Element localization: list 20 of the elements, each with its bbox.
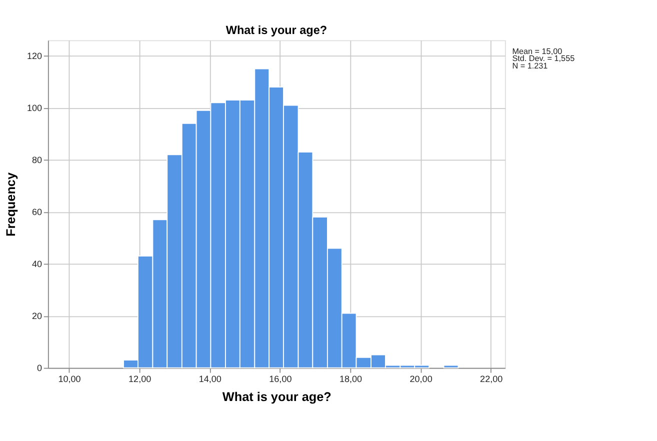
y-tick-label: 60 — [32, 207, 42, 218]
y-tick-label: 0 — [37, 363, 42, 374]
y-tick-label: 20 — [32, 311, 42, 322]
y-axis-title: Frequency — [4, 172, 18, 237]
x-axis-title: What is your age? — [222, 390, 332, 404]
x-tick-label: 16,00 — [269, 374, 292, 384]
x-tick-label: 14,00 — [198, 374, 222, 384]
x-tick-label: 10,00 — [58, 374, 81, 384]
text: Std. Dev. = 1,555 — [512, 54, 576, 64]
x-tick-label: 12,00 — [128, 374, 152, 384]
x-tick-label: 18,00 — [339, 374, 362, 384]
y-tick-label: 100 — [27, 103, 42, 114]
text: N = 1.231 — [512, 61, 548, 70]
y-tick-label: 40 — [32, 259, 42, 270]
x-tick-label: 22,00 — [480, 374, 503, 384]
y-tick-label: 120 — [27, 51, 42, 62]
text: Mean = 15,00 — [512, 46, 563, 56]
y-tick-label: 80 — [32, 155, 42, 166]
chart-title: What is your age? — [226, 24, 328, 37]
x-tick-label: 20,00 — [410, 374, 432, 384]
